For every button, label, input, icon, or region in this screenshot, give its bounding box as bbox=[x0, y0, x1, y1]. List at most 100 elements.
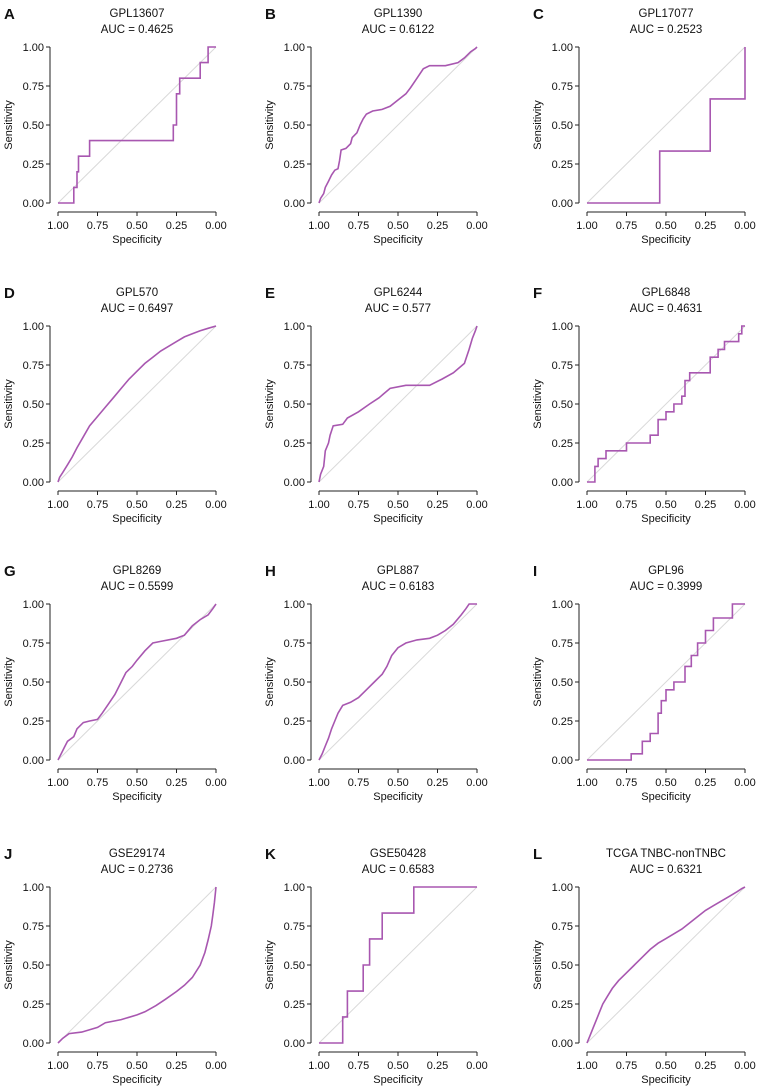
panel-letter: H bbox=[265, 563, 276, 580]
x-tick-label: 0.50 bbox=[126, 1060, 147, 1072]
panel-letter: A bbox=[4, 6, 15, 23]
roc-curve bbox=[586, 886, 746, 1044]
x-tick-label: 1.00 bbox=[308, 220, 329, 232]
y-axis-label: Sensitivity bbox=[3, 100, 15, 150]
y-tick-label: 0.50 bbox=[552, 120, 573, 132]
y-tick-label: 0.50 bbox=[552, 677, 573, 689]
x-tick-label: 1.00 bbox=[308, 1060, 329, 1072]
y-tick-label: 0.75 bbox=[284, 360, 305, 372]
y-tick-label: 0.75 bbox=[552, 360, 573, 372]
panel-title: GSE50428 bbox=[370, 848, 426, 860]
reference-diagonal bbox=[57, 46, 217, 204]
panel-auc: AUC = 0.2523 bbox=[630, 24, 703, 36]
y-tick-label: 1.00 bbox=[284, 599, 305, 611]
roc-curve bbox=[58, 46, 216, 204]
roc-panel-g: G GPL8269 AUC = 0.5599 0.00 0.25 0.50 0.75 1.00… bbox=[3, 563, 227, 803]
y-tick-label: 1.00 bbox=[23, 599, 44, 611]
y-tick-label: 0.50 bbox=[552, 960, 573, 972]
x-tick-label: 0.75 bbox=[348, 499, 369, 511]
panel-letter: J bbox=[4, 846, 12, 863]
y-tick-label: 0.50 bbox=[23, 960, 44, 972]
panel-title: GPL1390 bbox=[374, 8, 423, 20]
y-tick-label: 1.00 bbox=[284, 321, 305, 333]
y-tick-label: 0.00 bbox=[284, 1038, 305, 1050]
panel-title: GPL13607 bbox=[110, 8, 165, 20]
y-tick-label: 0.00 bbox=[552, 198, 573, 210]
roc-curve bbox=[318, 603, 477, 761]
y-tick-label: 0.25 bbox=[284, 438, 305, 450]
y-tick-label: 0.50 bbox=[284, 677, 305, 689]
y-tick-label: 0.25 bbox=[552, 159, 573, 171]
panel-auc: AUC = 0.6497 bbox=[101, 303, 174, 315]
roc-panel-f: F GPL6848 AUC = 0.4631 0.00 0.25 0.50 0.75 1.00… bbox=[532, 285, 756, 525]
x-axis-label: Specificity bbox=[373, 234, 423, 246]
roc-curve bbox=[587, 47, 746, 204]
panel-title: GPL6244 bbox=[374, 287, 423, 299]
x-axis-label: Specificity bbox=[112, 513, 162, 525]
y-tick-label: 0.00 bbox=[23, 198, 44, 210]
y-axis-label: Sensitivity bbox=[532, 100, 544, 150]
panel-title: GPL887 bbox=[377, 565, 419, 577]
y-tick-label: 0.25 bbox=[284, 999, 305, 1011]
x-axis-label: Specificity bbox=[641, 791, 691, 803]
y-tick-label: 0.50 bbox=[23, 399, 44, 411]
x-tick-label: 0.25 bbox=[166, 499, 187, 511]
roc-panel-j: J GSE29174 AUC = 0.2736 0.00 0.25 0.50 0.75 1.0… bbox=[3, 846, 227, 1086]
reference-diagonal bbox=[318, 46, 478, 204]
roc-panel-k: K GSE50428 AUC = 0.6583 0.00 0.25 0.50 0.75 1.0… bbox=[264, 846, 488, 1086]
y-axis-label: Sensitivity bbox=[3, 940, 15, 990]
y-tick-label: 0.50 bbox=[23, 120, 44, 132]
y-tick-label: 1.00 bbox=[23, 321, 44, 333]
x-axis-label: Specificity bbox=[641, 234, 691, 246]
x-tick-label: 0.75 bbox=[616, 777, 637, 789]
roc-panel-a: A GPL13607 AUC = 0.4625 0.00 0.25 0.50 0.75 1.0… bbox=[3, 6, 227, 246]
y-tick-label: 1.00 bbox=[284, 882, 305, 894]
panel-auc: AUC = 0.5599 bbox=[101, 581, 174, 593]
panel-letter: K bbox=[265, 846, 276, 863]
y-axis-label: Sensitivity bbox=[264, 379, 276, 429]
y-tick-label: 0.00 bbox=[23, 477, 44, 489]
roc-panel-d: D GPL570 AUC = 0.6497 0.00 0.25 0.50 0.75 1.00 1… bbox=[3, 285, 227, 525]
x-tick-label: 0.75 bbox=[616, 1060, 637, 1072]
y-tick-label: 0.50 bbox=[284, 960, 305, 972]
x-tick-label: 0.50 bbox=[126, 499, 147, 511]
x-tick-label: 0.25 bbox=[166, 1060, 187, 1072]
y-tick-label: 0.00 bbox=[284, 198, 305, 210]
x-tick-label: 0.25 bbox=[695, 1060, 716, 1072]
panel-title: TCGA TNBC-nonTNBC bbox=[606, 848, 726, 860]
x-tick-label: 0.25 bbox=[695, 220, 716, 232]
panel-letter: G bbox=[4, 563, 16, 580]
y-tick-label: 1.00 bbox=[552, 321, 573, 333]
x-tick-label: 0.25 bbox=[427, 220, 448, 232]
x-tick-label: 0.25 bbox=[427, 499, 448, 511]
roc-curve bbox=[57, 325, 217, 483]
reference-diagonal bbox=[57, 886, 217, 1044]
panel-letter: F bbox=[533, 285, 542, 302]
x-axis-label: Specificity bbox=[641, 1074, 691, 1086]
y-tick-label: 1.00 bbox=[284, 42, 305, 54]
y-axis-label: Sensitivity bbox=[532, 657, 544, 707]
y-tick-label: 1.00 bbox=[552, 882, 573, 894]
y-tick-label: 0.00 bbox=[552, 755, 573, 767]
x-tick-label: 0.50 bbox=[655, 499, 676, 511]
y-axis-label: Sensitivity bbox=[3, 657, 15, 707]
y-axis-label: Sensitivity bbox=[532, 940, 544, 990]
x-tick-label: 0.25 bbox=[166, 220, 187, 232]
reference-diagonal bbox=[586, 886, 746, 1044]
roc-panel-h: H GPL887 AUC = 0.6183 0.00 0.25 0.50 0.75 1.00 1… bbox=[264, 563, 488, 803]
roc-panel-e: E GPL6244 AUC = 0.577 0.00 0.25 0.50 0.75 1.00 1… bbox=[264, 285, 488, 525]
x-tick-label: 0.75 bbox=[348, 1060, 369, 1072]
x-tick-label: 0.75 bbox=[616, 499, 637, 511]
roc-panel-l: L TCGA TNBC-nonTNBC AUC = 0.6321 0.00 0.25 0.… bbox=[532, 846, 756, 1086]
y-tick-label: 0.25 bbox=[23, 438, 44, 450]
y-tick-label: 0.75 bbox=[284, 81, 305, 93]
x-tick-label: 0.25 bbox=[695, 777, 716, 789]
x-tick-label: 0.50 bbox=[126, 777, 147, 789]
panel-letter: C bbox=[533, 6, 544, 23]
x-axis-label: Specificity bbox=[373, 1074, 423, 1086]
y-tick-label: 1.00 bbox=[23, 42, 44, 54]
y-tick-label: 0.75 bbox=[552, 921, 573, 933]
x-tick-label: 0.25 bbox=[427, 1060, 448, 1072]
y-tick-label: 0.50 bbox=[284, 120, 305, 132]
y-tick-label: 1.00 bbox=[552, 42, 573, 54]
